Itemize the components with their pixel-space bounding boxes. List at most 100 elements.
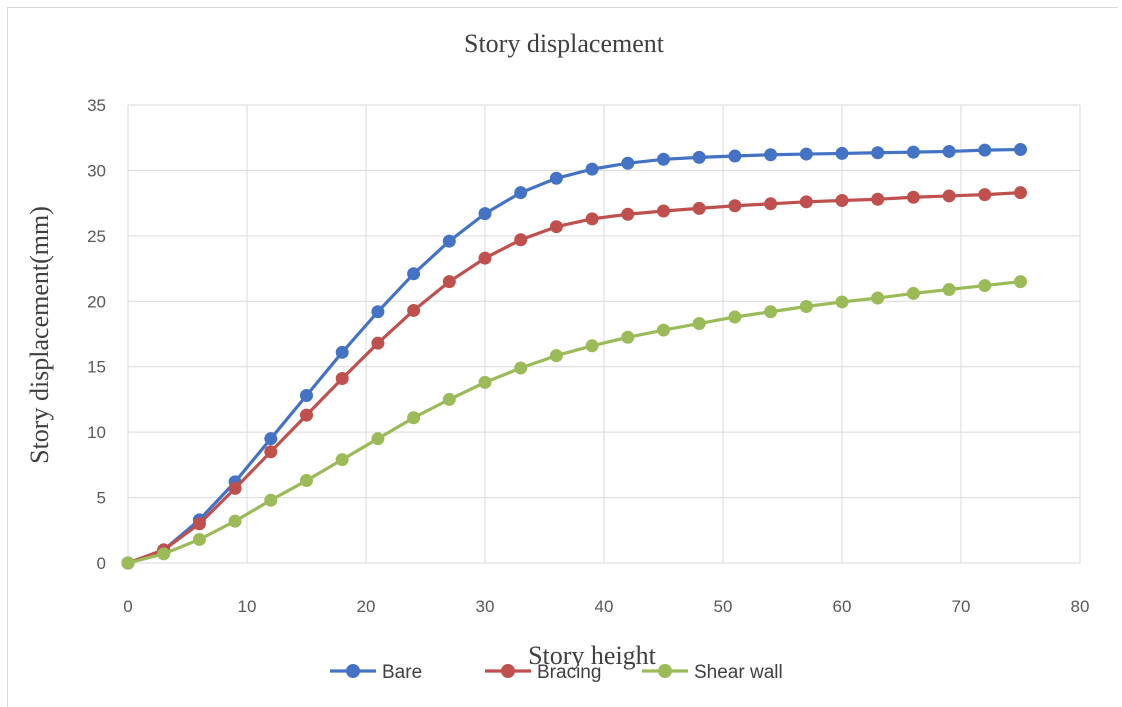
data-point [871,146,885,160]
legend-label: Bare [382,662,422,683]
series-line [127,147,1021,565]
data-point [300,389,313,403]
series-bare [121,142,1027,570]
data-point [264,493,278,507]
data-point [442,234,456,248]
data-point [371,432,385,446]
data-point [835,295,849,309]
data-point [621,156,635,170]
x-tick-label: 50 [714,597,733,616]
data-point [942,144,956,158]
data-point [549,220,563,234]
data-point [264,445,278,459]
x-tick-label: 70 [952,597,971,616]
data-point [407,267,421,281]
y-tick-labels: 0 5 10 15 20 25 30 35 [87,96,106,573]
data-point [835,146,849,160]
data-point [478,375,492,389]
data-point [906,190,920,204]
data-point [514,361,528,375]
data-point [692,150,706,164]
data-point [371,305,385,319]
legend-item: Bare [330,662,422,683]
data-point [728,310,742,324]
legend-item: Bracing [485,662,601,683]
data-point [621,207,635,221]
x-tick-label: 20 [357,597,376,616]
legend-label: Bracing [537,662,601,683]
data-point [1014,275,1027,289]
data-point [121,556,135,570]
x-tick-label: 60 [833,597,852,616]
data-point [835,194,849,208]
data-point [1014,142,1027,156]
legend-label: Shear wall [694,662,783,683]
gridlines [127,104,1081,564]
data-point [1014,186,1027,200]
data-point [692,201,706,215]
data-point [157,547,171,561]
data-point [478,207,492,221]
data-point [335,453,349,467]
data-point [978,188,992,202]
data-point [764,197,778,211]
data-point [728,199,742,213]
data-point [192,517,206,531]
legend-marker [658,664,672,678]
data-point [335,371,349,385]
series-group [121,142,1027,570]
data-point [264,432,278,446]
data-point [300,408,313,422]
data-point [799,147,813,161]
data-point [764,148,778,162]
data-point [442,392,456,406]
x-tick-label: 80 [1071,597,1090,616]
data-point [335,345,349,359]
data-point [871,192,885,206]
data-point [192,532,206,546]
x-tick-label: 40 [595,597,614,616]
x-tick-labels: 0 10 20 30 40 50 60 70 80 [123,597,1089,616]
data-point [799,195,813,209]
data-point [657,323,670,337]
data-point [906,286,920,300]
series-shear-wall [121,275,1027,570]
data-point [549,349,563,363]
data-point [514,186,528,200]
data-point [657,204,670,218]
x-tick-label: 10 [238,597,257,616]
y-tick-label: 20 [87,292,106,311]
data-point [799,300,813,314]
data-point [371,336,385,350]
data-point [942,283,956,297]
chart-title: Story displacement [464,29,665,58]
data-point [728,149,742,163]
y-tick-label: 0 [97,554,106,573]
y-tick-label: 10 [87,423,106,442]
series-bracing [121,186,1027,570]
data-point [442,275,456,289]
x-axis-title: Story height [528,641,657,670]
series-line [127,280,1021,565]
legend-marker [501,664,515,678]
data-point [228,514,242,528]
series-line [127,191,1021,565]
data-point [978,279,992,293]
data-point [621,330,635,344]
data-point [585,162,599,176]
data-point [871,291,885,305]
legend-item: Shear wall [642,662,783,683]
chart-frame [7,7,1118,707]
y-axis-title: Story displacement(mm) [25,206,54,464]
y-tick-label: 30 [87,161,106,180]
data-point [764,305,778,319]
y-tick-label: 25 [87,227,106,246]
legend-marker [346,664,360,678]
data-point [906,145,920,159]
data-point [407,411,421,425]
y-tick-label: 15 [87,358,106,377]
data-point [300,474,313,488]
data-point [407,303,421,317]
data-point [585,339,599,353]
